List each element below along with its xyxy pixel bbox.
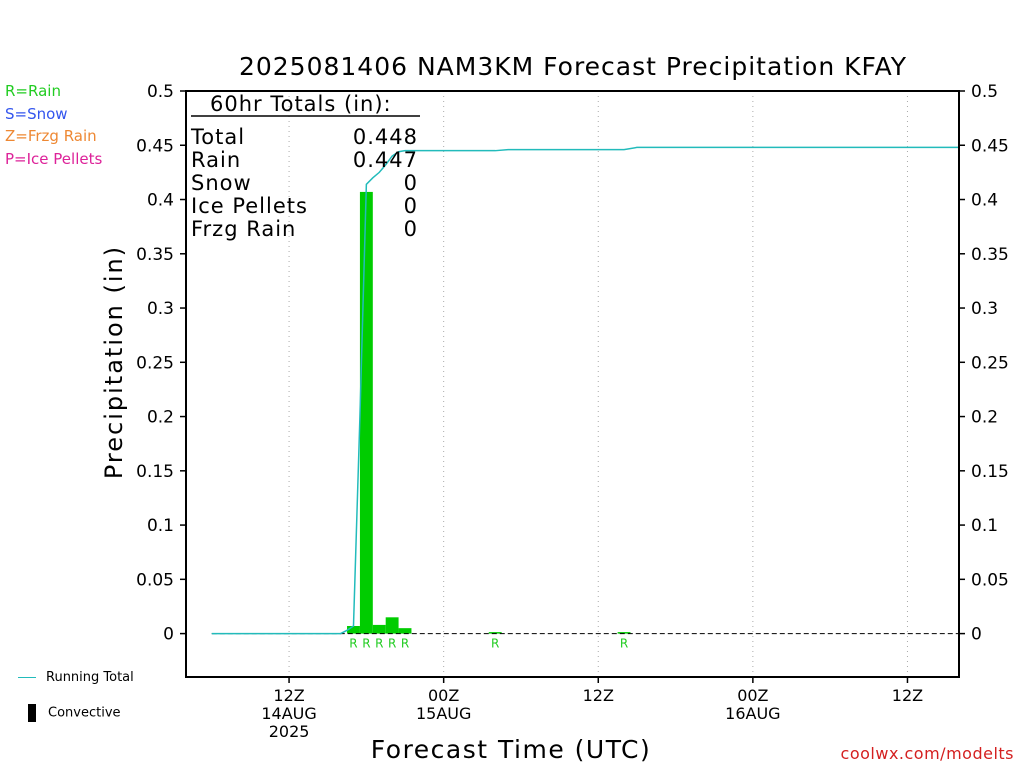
legend-snow: S=Snow — [5, 104, 68, 123]
running-total-polyline — [211, 146, 959, 635]
precip-type-label-6: R — [620, 637, 628, 651]
running-total-legend: Running Total — [18, 670, 134, 685]
y-tick-label-right-0: 0 — [971, 625, 982, 645]
x-tick-label-1-0: 00Z — [428, 686, 459, 705]
totals-label-2: Snow — [191, 171, 252, 195]
precip-bar-5 — [488, 632, 502, 634]
x-axis-label: Forecast Time (UTC) — [371, 735, 651, 764]
credit-link[interactable]: coolwx.com/modelts — [840, 744, 1014, 763]
precip-bar-1 — [359, 191, 373, 634]
precip-type-label-3: R — [388, 637, 396, 651]
y-tick-label-left-4: 0.2 — [147, 408, 174, 428]
plot-frame — [185, 90, 960, 678]
x-tick-label-3-0: 00Z — [737, 686, 768, 705]
totals-value-0: 0.448 — [353, 125, 418, 149]
y-tick-label-left-10: 0.5 — [147, 82, 174, 102]
x-tick-label-4-0: 12Z — [892, 686, 923, 705]
precip-type-label-1: R — [362, 637, 370, 651]
x-tick-label-2-0: 12Z — [583, 686, 614, 705]
convective-legend: Convective — [28, 704, 121, 722]
legend-freezing-rain: Z=Frzg Rain — [5, 127, 97, 145]
y-tick-label-left-2: 0.1 — [147, 516, 174, 536]
precip-type-label-0: R — [349, 637, 357, 651]
totals-label-3: Ice Pellets — [191, 194, 308, 218]
y-axis: 0 00.05 0.050.1 0.10.15 0.150.2 0.20.25 0.250.… — [136, 82, 1009, 645]
y-tick-label-left-0: 0 — [163, 625, 174, 645]
y-tick-label-right-9: 0.45 — [971, 136, 1009, 156]
y-tick-label-left-9: 0.45 — [136, 136, 174, 156]
convective-legend-label: Convective — [48, 705, 121, 721]
legend-ice-pellets: P=Ice Pellets — [5, 149, 103, 168]
y-tick-label-right-3: 0.15 — [971, 462, 1009, 482]
totals-value-4: 0 — [404, 217, 418, 241]
precip-type-label-4: R — [401, 637, 409, 651]
y-tick-label-left-7: 0.35 — [136, 245, 174, 265]
y-tick-label-right-6: 0.3 — [971, 299, 998, 319]
y-axis-label: Precipitation (in) — [100, 245, 128, 479]
x-tick-label-0-1: 14AUG — [261, 704, 316, 723]
totals-value-3: 0 — [404, 194, 418, 218]
y-tick-label-left-6: 0.3 — [147, 299, 174, 319]
precip-type-label-2: R — [375, 637, 383, 651]
precip-type-legend: R=Rain S=Snow Z=Frzg Rain P=Ice Pellets — [5, 80, 102, 170]
precip-bar-0 — [347, 625, 360, 634]
y-tick-label-left-5: 0.25 — [136, 353, 174, 373]
precip-type-label-5: R — [491, 637, 499, 651]
totals-label-0: Total — [190, 125, 245, 149]
chart-title: 2025081406 NAM3KM Forecast Precipitation… — [239, 52, 907, 81]
legend-rain: R=Rain — [5, 82, 61, 100]
y-tick-label-left-3: 0.15 — [136, 462, 174, 482]
y-tick-label-right-2: 0.1 — [971, 516, 998, 536]
x-tick-label-1-1: 15AUG — [416, 704, 471, 723]
y-tick-label-left-1: 0.05 — [136, 570, 174, 590]
running-total-legend-label: Running Total — [46, 670, 134, 685]
x-tick-label-0-0: 12Z — [273, 686, 304, 705]
y-tick-label-right-4: 0.2 — [971, 408, 998, 428]
totals-label-1: Rain — [191, 148, 241, 172]
y-tick-label-right-10: 0.5 — [971, 82, 998, 102]
precip-bar-6 — [617, 632, 631, 634]
running-total-swatch — [18, 677, 36, 678]
totals-value-2: 0 — [404, 171, 418, 195]
totals-label-4: Frzg Rain — [191, 217, 296, 241]
x-tick-label-3-1: 16AUG — [725, 704, 780, 723]
convective-swatch — [28, 704, 36, 722]
y-tick-label-left-8: 0.4 — [147, 191, 174, 211]
precip-bar-4 — [398, 628, 412, 634]
totals-value-1: 0.447 — [353, 148, 418, 172]
y-tick-label-right-1: 0.05 — [971, 570, 1009, 590]
grid-lines — [288, 91, 908, 677]
totals-header: 60hr Totals (in): — [210, 92, 392, 116]
precip-bar-3 — [385, 617, 399, 634]
running-total-line — [211, 146, 959, 635]
y-tick-label-right-5: 0.25 — [971, 353, 1009, 373]
totals-box: 60hr Totals (in): Total 0.448 Rain 0.447 Sno… — [190, 92, 420, 241]
x-tick-label-0-2: 2025 — [269, 722, 310, 741]
precip-bar-2 — [372, 624, 386, 634]
y-tick-label-right-7: 0.35 — [971, 245, 1009, 265]
y-tick-label-right-8: 0.4 — [971, 191, 998, 211]
bar-series — [347, 191, 631, 634]
